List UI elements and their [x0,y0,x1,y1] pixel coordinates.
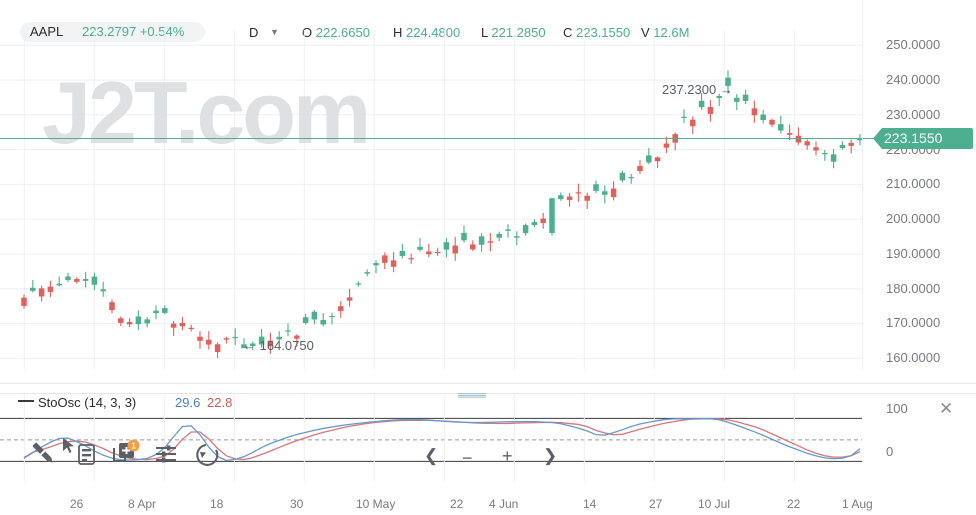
svg-text:1: 1 [131,441,136,451]
